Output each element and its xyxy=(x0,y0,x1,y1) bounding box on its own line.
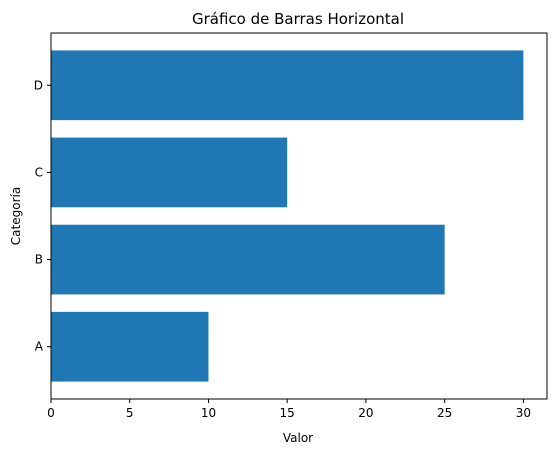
x-tick-label: 30 xyxy=(516,406,531,420)
x-tick-label: 15 xyxy=(280,406,295,420)
x-tick-label: 5 xyxy=(126,406,134,420)
y-tick-label-b: B xyxy=(35,253,43,267)
y-axis-ticks: A B C D xyxy=(34,78,51,354)
y-tick-label-c: C xyxy=(35,165,43,179)
y-axis-label: Categoría xyxy=(9,187,23,245)
bar-b xyxy=(51,224,445,295)
y-tick-label-d: D xyxy=(34,78,43,92)
bar-c xyxy=(51,137,288,208)
x-tick-label: 10 xyxy=(201,406,216,420)
x-tick-label: 20 xyxy=(358,406,373,420)
chart-title: Gráfico de Barras Horizontal xyxy=(192,10,404,28)
bar-a xyxy=(51,311,209,382)
plot-frame xyxy=(50,32,548,400)
x-tick-label: 25 xyxy=(437,406,452,420)
x-tick-label: 0 xyxy=(47,406,55,420)
bar-d xyxy=(51,50,524,121)
bars-group xyxy=(51,50,524,382)
y-tick-label-a: A xyxy=(35,340,44,354)
x-axis-ticks: 0 5 10 15 20 25 30 xyxy=(47,399,531,420)
x-axis-label: Valor xyxy=(283,431,313,445)
